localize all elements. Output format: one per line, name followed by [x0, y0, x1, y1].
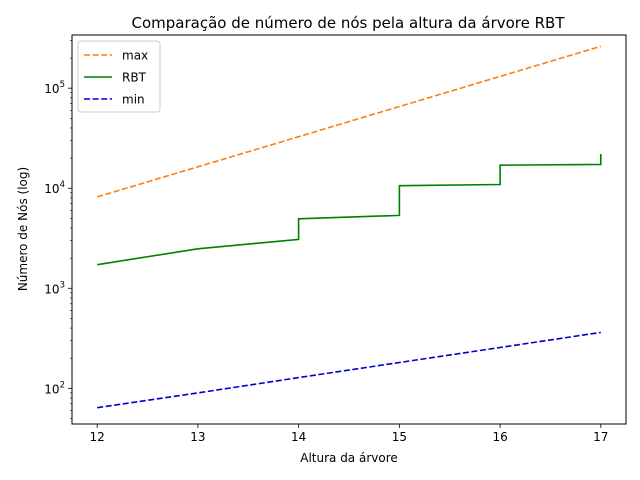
x-tick-label: 12 — [90, 430, 105, 444]
legend-label-max: max — [122, 49, 148, 63]
legend-label-rbt: RBT — [122, 71, 147, 85]
x-tick-label: 14 — [291, 430, 306, 444]
legend-frame — [77, 40, 161, 113]
x-tick-label: 17 — [593, 430, 608, 444]
series-line-max — [96, 45, 602, 198]
legend: max RBT min — [77, 40, 161, 113]
series-line-rbt — [97, 154, 602, 266]
x-tick-label: 15 — [392, 430, 407, 444]
legend-label-min: min — [122, 93, 145, 107]
y-tick-label: 104 — [44, 180, 65, 196]
plot-frame — [71, 34, 627, 425]
y-tick-label: 102 — [44, 380, 65, 396]
x-axis-label: Altura da árvore — [300, 451, 398, 465]
x-tick-label: 16 — [492, 430, 507, 444]
y-tick-label: 103 — [44, 280, 65, 296]
y-axis-label: Número de Nós (log) — [16, 167, 30, 291]
series-layer — [96, 45, 602, 409]
x-axis-ticks: 12 13 14 15 16 17 — [90, 424, 608, 444]
y-axis-ticks: 102 103 104 105 — [44, 40, 72, 419]
plot-area — [72, 35, 626, 424]
x-tick-label: 13 — [190, 430, 205, 444]
series-line-min — [97, 331, 601, 409]
y-tick-label: 105 — [44, 80, 65, 96]
legend-items: max RBT min — [84, 49, 148, 107]
chart-title: Comparação de número de nós pela altura … — [131, 14, 565, 32]
